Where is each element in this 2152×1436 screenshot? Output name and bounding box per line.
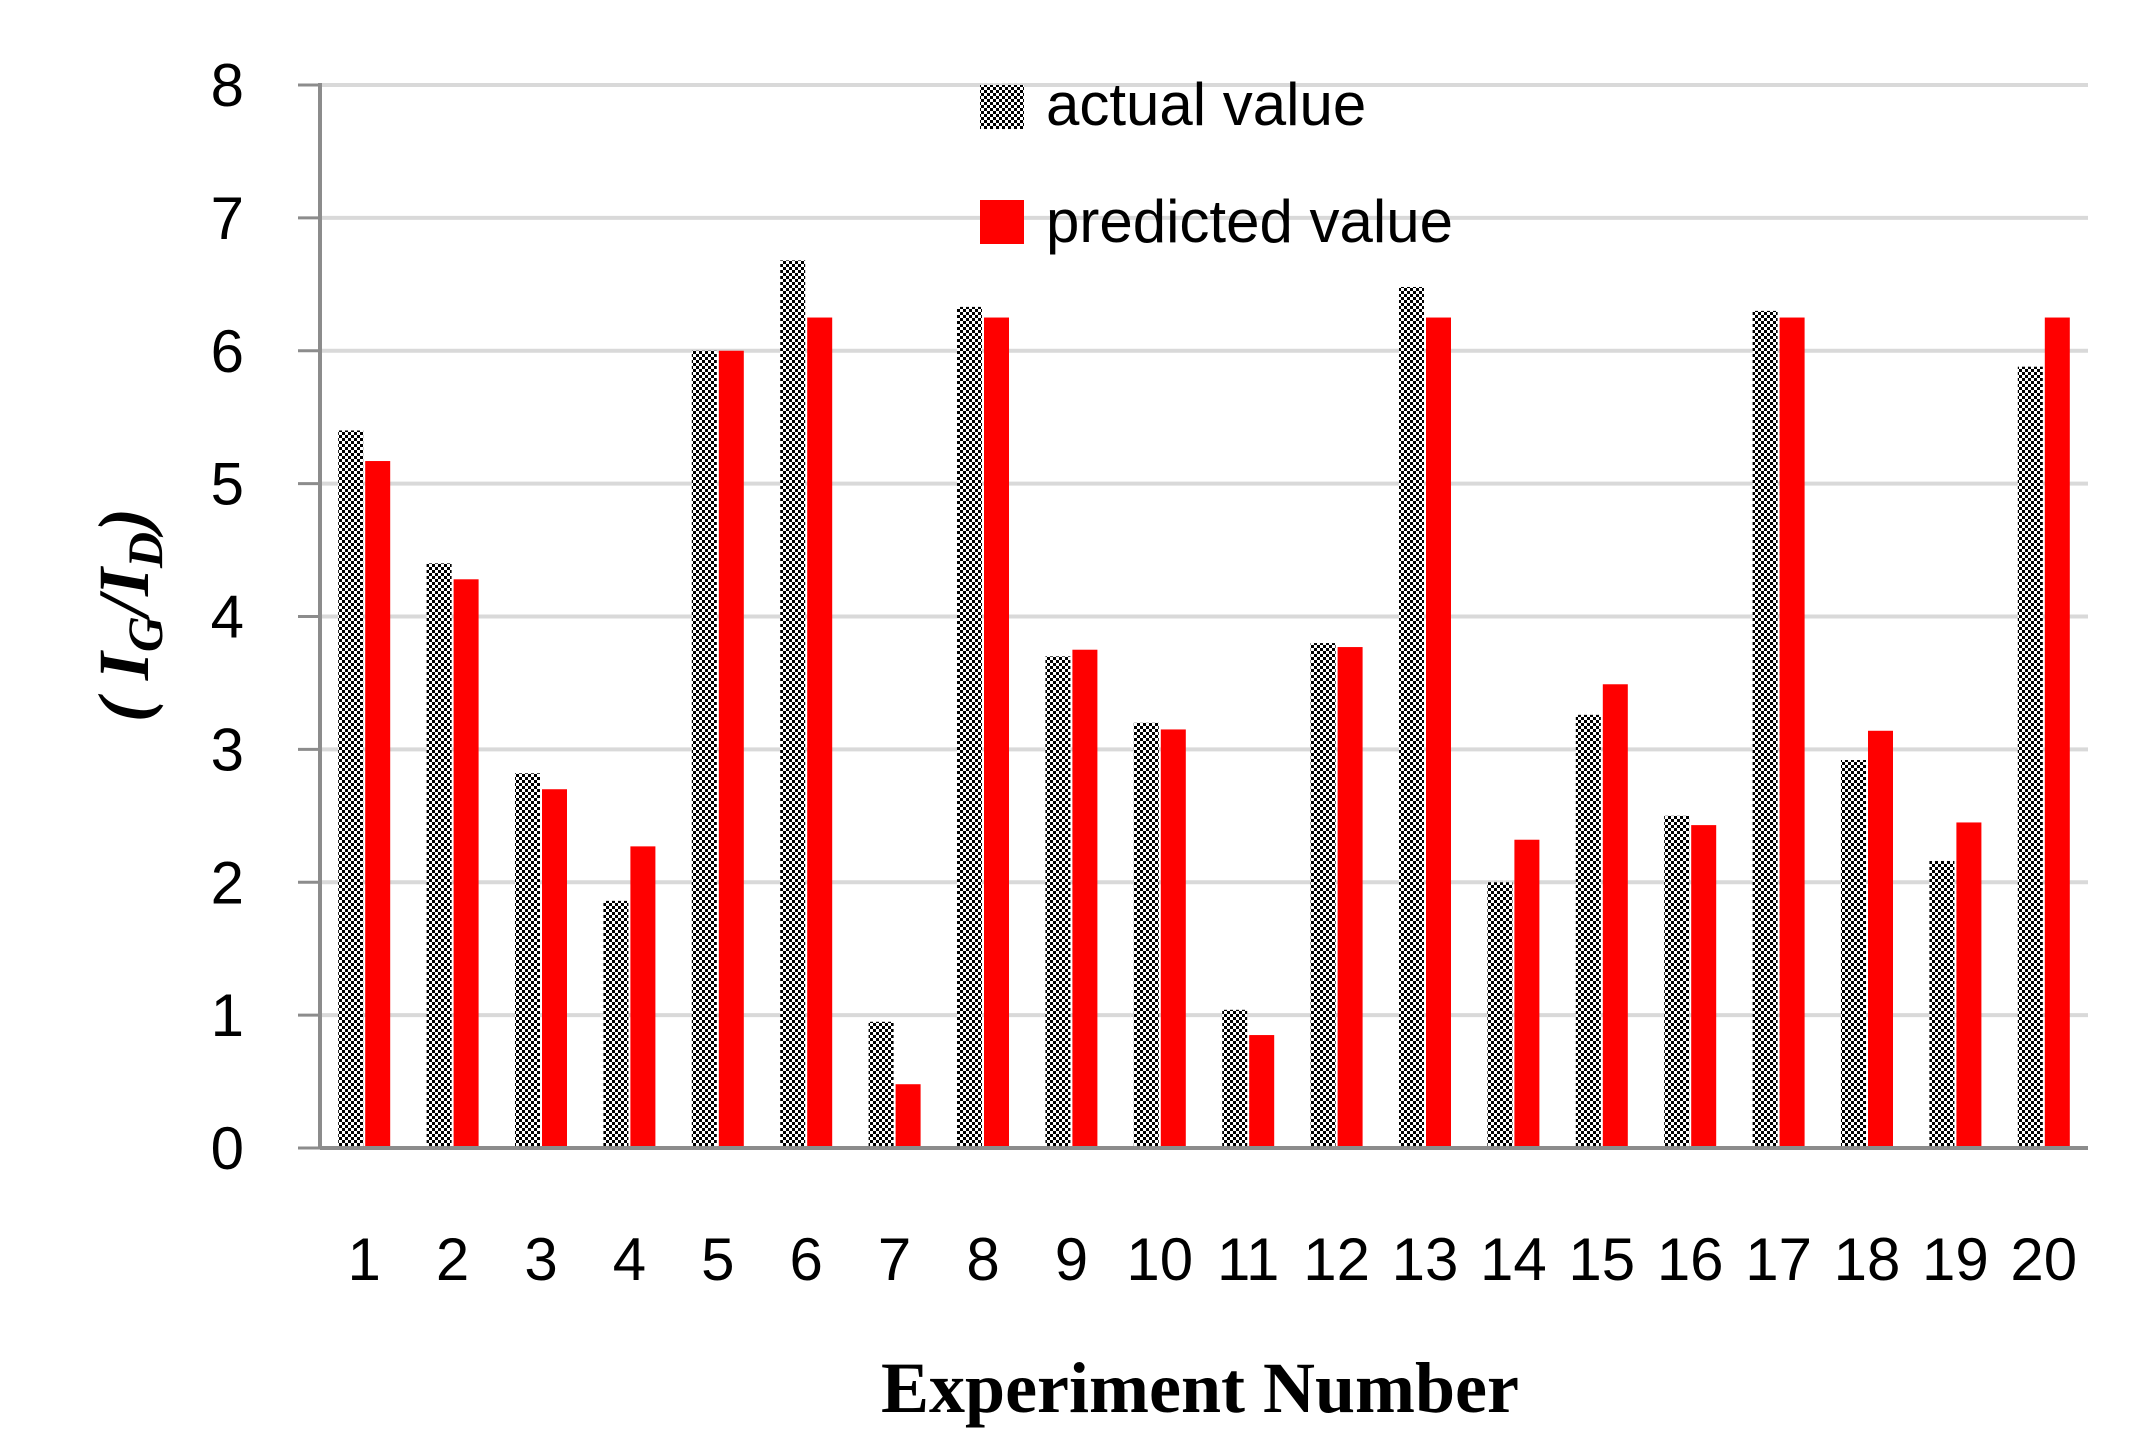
x-tick-label-6: 6	[790, 1226, 823, 1293]
y-title-i2: I	[84, 565, 164, 597]
bar-actual-14	[1487, 882, 1513, 1148]
x-tick-label-9: 9	[1055, 1226, 1088, 1293]
bar-predicted-2	[453, 579, 479, 1148]
bar-actual-16	[1664, 815, 1690, 1148]
x-tick-label-20: 20	[2010, 1226, 2077, 1293]
x-tick-label-18: 18	[1834, 1226, 1901, 1293]
bar-predicted-10	[1160, 729, 1186, 1148]
axes-group	[318, 83, 2088, 1150]
y-tick-label-8: 8	[211, 52, 244, 119]
bar-actual-10	[1133, 722, 1159, 1148]
x-tick-label-17: 17	[1745, 1226, 1812, 1293]
bar-actual-15	[1575, 714, 1601, 1148]
bar-actual-19	[1929, 860, 1955, 1148]
bar-predicted-7	[895, 1084, 921, 1148]
x-tick-label-14: 14	[1480, 1226, 1547, 1293]
bar-actual-5	[691, 350, 717, 1148]
bar-predicted-17	[1779, 317, 1805, 1148]
bar-actual-11	[1222, 1009, 1248, 1148]
bar-actual-3	[515, 773, 540, 1148]
bar-predicted-9	[1072, 649, 1098, 1148]
bar-actual-17	[1752, 310, 1778, 1148]
bar-actual-18	[1841, 760, 1866, 1148]
x-tick-label-7: 7	[878, 1226, 911, 1293]
x-tick-label-5: 5	[701, 1226, 734, 1293]
y-tick-label-0: 0	[211, 1115, 244, 1182]
y-title-open: (	[84, 680, 164, 722]
bar-predicted-5	[718, 350, 744, 1148]
x-tick-label-12: 12	[1303, 1226, 1370, 1293]
y-tick-label-2: 2	[211, 849, 244, 916]
bar-actual-13	[1399, 286, 1424, 1149]
bar-actual-12	[1310, 643, 1336, 1148]
bar-predicted-15	[1602, 684, 1628, 1148]
y-tick-label-6: 6	[211, 318, 244, 385]
x-tick-labels: 1 2 3 4 5 6 7 8 9 10 11 12 13 14 15 16 17 18 19 20	[348, 1226, 2078, 1293]
bar-predicted-6	[807, 317, 833, 1148]
x-tick-label-15: 15	[1568, 1226, 1635, 1293]
legend-label-predicted: predicted value	[1046, 188, 1453, 255]
y-title-sub2: D	[117, 532, 173, 569]
bar-predicted-4	[630, 846, 656, 1148]
bar-predicted-14	[1514, 839, 1540, 1148]
legend-swatch-predicted	[980, 200, 1024, 244]
bar-actual-9	[1045, 656, 1071, 1148]
bar-actual-1	[338, 430, 364, 1149]
bar-predicted-16	[1691, 825, 1717, 1148]
legend-swatch-actual	[980, 85, 1024, 129]
y-title-i1: I	[84, 649, 164, 681]
bar-predicted-18	[1868, 730, 1893, 1148]
legend-label-actual: actual value	[1046, 71, 1366, 138]
y-tick-label-1: 1	[211, 982, 244, 1049]
y-tick-labels: 0 1 2 3 4 5 6 7 8	[211, 52, 244, 1182]
y-tick-label-3: 3	[211, 716, 244, 783]
bar-predicted-1	[365, 461, 391, 1148]
bar-predicted-13	[1426, 317, 1451, 1148]
y-tick-label-4: 4	[211, 584, 244, 651]
x-tick-label-19: 19	[1922, 1226, 1989, 1293]
y-tick-label-5: 5	[211, 451, 244, 518]
bar-actual-20	[2017, 366, 2043, 1148]
bar-predicted-20	[2044, 317, 2070, 1148]
y-tick-label-7: 7	[211, 185, 244, 252]
x-tick-label-4: 4	[613, 1226, 646, 1293]
bar-actual-7	[868, 1021, 894, 1148]
x-tick-label-13: 13	[1392, 1226, 1459, 1293]
bar-predicted-11	[1249, 1035, 1275, 1148]
bar-predicted-8	[984, 317, 1009, 1148]
bar-predicted-3	[542, 789, 567, 1148]
x-tick-label-11: 11	[1217, 1226, 1279, 1293]
x-tick-label-1: 1	[348, 1226, 381, 1293]
bar-actual-2	[426, 563, 452, 1148]
x-tick-label-8: 8	[966, 1226, 999, 1293]
x-tick-label-10: 10	[1126, 1226, 1193, 1293]
x-tick-label-16: 16	[1657, 1226, 1724, 1293]
bar-predicted-12	[1337, 647, 1363, 1148]
x-axis-title: Experiment Number	[881, 1348, 1519, 1428]
bar-actual-6	[780, 260, 806, 1148]
x-tick-label-3: 3	[524, 1226, 557, 1293]
y-axis-title: ( IG/ID)	[84, 508, 173, 722]
bar-predicted-19	[1956, 822, 1982, 1148]
bar-actual-8	[957, 306, 982, 1148]
x-tick-label-2: 2	[436, 1226, 469, 1293]
bars-group	[338, 260, 2070, 1149]
bar-actual-4	[603, 900, 629, 1148]
y-title-sub1: G	[117, 616, 173, 652]
legend: actual value predicted value	[980, 71, 1453, 255]
